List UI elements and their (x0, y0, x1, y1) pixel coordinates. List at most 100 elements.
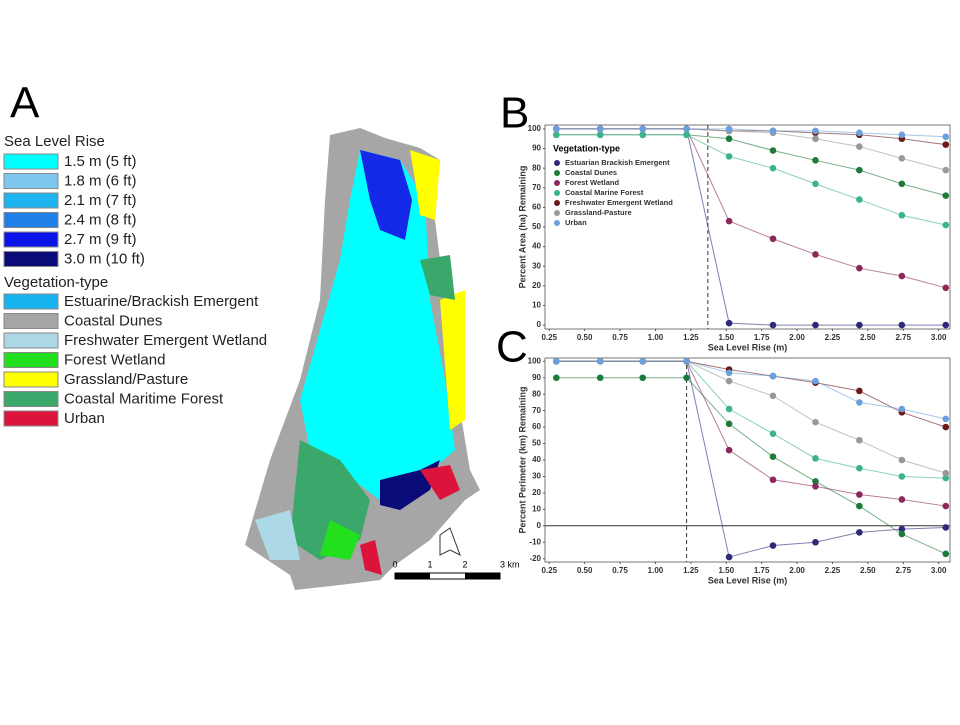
scale-label: 0 (392, 559, 397, 569)
y-tick-label: 80 (532, 163, 541, 172)
north-arrow (439, 527, 461, 557)
y-tick-label: 0 (537, 320, 542, 329)
legend-swatch (3, 251, 59, 267)
x-tick-label: 1.00 (648, 566, 664, 575)
y-tick-label: 30 (532, 472, 541, 481)
data-point (553, 374, 560, 382)
legend-label: 2.4 m (8 ft) (64, 211, 137, 228)
data-point (769, 127, 777, 135)
x-tick-label: 0.75 (612, 566, 628, 575)
data-point (812, 251, 819, 258)
series-line (556, 360, 946, 479)
x-tick-label: 2.25 (825, 566, 841, 575)
legend-label: Estuarine/Brackish Emergent (64, 293, 259, 310)
series-line (556, 360, 946, 507)
x-tick-label: 0.75 (612, 333, 628, 342)
legend-swatch (3, 391, 59, 407)
data-point (769, 542, 777, 549)
data-point (769, 430, 777, 437)
panel-label: B (500, 89, 529, 138)
data-point (812, 377, 819, 385)
data-point (725, 553, 733, 561)
plot-frame (544, 124, 951, 330)
x-tick-label: 2.75 (895, 566, 911, 575)
data-point (856, 502, 863, 510)
data-point (769, 235, 777, 243)
legend-label: 1.8 m (6 ft) (64, 172, 137, 189)
data-point (898, 496, 906, 503)
data-point (683, 374, 690, 382)
y-tick-label: 40 (532, 455, 541, 464)
legend-label: 2.7 m (9 ft) (64, 231, 137, 248)
data-point (942, 550, 950, 558)
y-tick-label: 70 (532, 183, 541, 192)
y-tick-label: 90 (532, 144, 541, 153)
y-tick-label: 30 (532, 261, 541, 270)
data-point (725, 420, 733, 428)
x-tick-label: 1.00 (648, 333, 664, 342)
legend-label: Forest Wetland (64, 351, 165, 368)
legend-title: Vegetation-type (4, 274, 108, 291)
data-point (725, 377, 733, 385)
x-axis-label: Sea Level Rise (m) (708, 575, 788, 585)
y-tick-label: 70 (532, 406, 541, 415)
data-point (639, 125, 647, 133)
data-point (553, 357, 560, 365)
map-forest (420, 255, 455, 300)
data-point (942, 502, 950, 510)
series-line (556, 360, 946, 428)
data-point (639, 357, 647, 365)
y-tick-label: 100 (528, 356, 542, 365)
map-freshwater (255, 510, 300, 560)
data-point (683, 357, 690, 365)
x-tick-label: 2.00 (789, 566, 805, 575)
data-point (898, 211, 906, 219)
panel-label: A (10, 79, 40, 128)
data-point (769, 372, 777, 380)
data-point (812, 157, 819, 164)
data-point (639, 374, 647, 382)
data-point (725, 125, 733, 133)
legend-label: Coastal Maritime Forest (64, 390, 224, 407)
y-tick-label: 80 (532, 389, 541, 398)
data-point (898, 525, 906, 533)
data-point (898, 405, 906, 413)
x-tick-label: 2.50 (860, 333, 876, 342)
data-point (812, 418, 819, 426)
x-tick-label: 0.50 (577, 333, 593, 342)
legend-swatch (3, 332, 59, 349)
data-point (812, 455, 819, 462)
legend-label: Coastal Dunes (64, 312, 162, 329)
data-point (856, 399, 863, 406)
y-axis-label: Percent Perimeter (km) Remaining (517, 386, 527, 533)
data-point (898, 530, 906, 538)
data-point (942, 469, 950, 477)
legend-title: Sea Level Rise (4, 133, 105, 150)
data-point (639, 131, 647, 139)
y-tick-label: 20 (532, 281, 541, 290)
data-point (725, 405, 733, 413)
data-point (942, 133, 950, 141)
map-grassland (440, 290, 465, 430)
legend-title: Vegetation-type (553, 143, 620, 153)
data-point (725, 135, 733, 143)
legend-label: 1.5 m (5 ft) (64, 153, 137, 170)
data-point (942, 415, 950, 423)
legend-marker (554, 160, 560, 166)
legend-label: Grassland/Pasture (64, 371, 188, 388)
data-point (769, 392, 777, 400)
y-tick-label: -10 (529, 537, 541, 546)
data-point (856, 491, 863, 498)
legend-label: Forest Wetland (565, 178, 619, 187)
data-point (725, 319, 733, 327)
y-tick-label: 20 (532, 488, 541, 497)
data-point (553, 125, 560, 133)
x-tick-label: 0.25 (541, 566, 557, 575)
data-point (553, 131, 560, 139)
data-point (942, 284, 950, 292)
y-tick-label: 60 (532, 422, 541, 431)
series-line (556, 377, 946, 555)
y-tick-label: 100 (528, 124, 542, 133)
x-tick-label: 2.75 (895, 333, 911, 342)
data-point (856, 387, 863, 395)
